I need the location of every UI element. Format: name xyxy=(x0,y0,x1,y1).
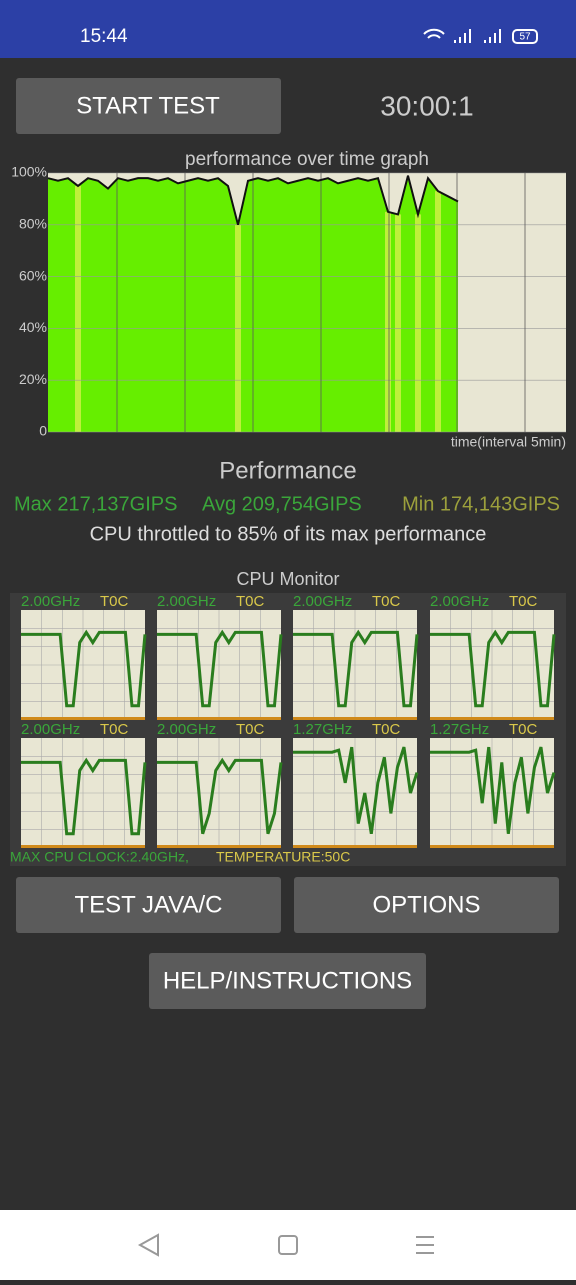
y-tick-label: 0 xyxy=(39,423,47,439)
hot-stripe xyxy=(435,191,441,432)
core-line xyxy=(430,746,556,834)
cpu-monitor-title: CPU Monitor xyxy=(236,569,339,589)
core-line xyxy=(157,629,283,708)
graph-title: performance over time graph xyxy=(185,149,429,170)
core-baseline xyxy=(293,717,417,720)
core-temp: T0C xyxy=(509,593,538,610)
core-baseline xyxy=(157,845,281,848)
timer: 30:00:1 xyxy=(380,90,473,121)
core-freq: 1.27GHz xyxy=(430,721,489,738)
temperature: TEMPERATURE:50C xyxy=(216,849,350,865)
start-test-button[interactable] xyxy=(16,78,281,134)
y-tick-label: 60% xyxy=(19,267,47,283)
core-baseline xyxy=(430,845,554,848)
core-temp: T0C xyxy=(236,721,265,738)
core-freq: 1.27GHz xyxy=(293,721,352,738)
stat-min: Min 174,143GIPS xyxy=(402,493,560,515)
core-temp: T0C xyxy=(100,721,129,738)
y-tick-label: 20% xyxy=(19,371,47,387)
core-line xyxy=(293,629,419,708)
hot-stripe xyxy=(75,185,81,432)
stats-title: Performance xyxy=(219,457,356,484)
hot-stripe xyxy=(395,214,401,432)
core-freq: 2.00GHz xyxy=(157,593,216,610)
throttle-text: CPU throttled to 85% of its max performa… xyxy=(90,523,487,545)
stat-max: Max 217,137GIPS xyxy=(14,493,177,515)
core-freq: 2.00GHz xyxy=(21,593,80,610)
hot-stripe xyxy=(385,211,391,432)
hot-stripe xyxy=(415,214,421,432)
core-baseline xyxy=(157,717,281,720)
y-tick-label: 40% xyxy=(19,319,47,335)
max-clock: MAX CPU CLOCK:2.40GHz, xyxy=(10,849,189,865)
java-button-label: TEST JAVA/C xyxy=(74,891,222,918)
core-baseline xyxy=(293,845,417,848)
performance-line xyxy=(47,175,459,226)
core-line xyxy=(157,757,283,835)
status-time: 15:44 xyxy=(80,26,128,47)
y-tick-label: 80% xyxy=(19,216,47,232)
core-line xyxy=(293,746,419,835)
status-bar xyxy=(0,0,576,58)
java-button[interactable] xyxy=(16,877,281,933)
core-line xyxy=(21,757,147,836)
core-freq: 2.00GHz xyxy=(157,721,216,738)
nav-bar xyxy=(0,1210,576,1280)
core-baseline xyxy=(21,845,145,848)
core-temp: T0C xyxy=(100,593,129,610)
home-button[interactable] xyxy=(278,1235,298,1255)
options-button[interactable] xyxy=(294,877,559,933)
core-line xyxy=(21,629,147,708)
core-temp: T0C xyxy=(236,593,265,610)
core-baseline xyxy=(21,717,145,720)
y-tick-label: 100% xyxy=(11,164,47,180)
status-icons xyxy=(423,28,538,44)
core-freq: 2.00GHz xyxy=(430,593,489,610)
nav-icons xyxy=(137,1233,434,1257)
x-axis-label: time(interval 5min) xyxy=(451,434,566,450)
stat-avg: Avg 209,754GIPS xyxy=(202,493,362,515)
core-line xyxy=(430,629,556,708)
start-test-label: START TEST xyxy=(76,92,220,119)
back-button[interactable] xyxy=(137,1233,159,1257)
core-temp: T0C xyxy=(509,721,538,738)
help-button-label: HELP/INSTRUCTIONS xyxy=(163,967,412,994)
options-button-label: OPTIONS xyxy=(372,891,480,918)
menu-button[interactable] xyxy=(416,1236,434,1254)
help-button[interactable] xyxy=(149,953,426,1009)
core-freq: 2.00GHz xyxy=(293,593,352,610)
battery-level: 57 xyxy=(519,32,531,43)
core-temp: T0C xyxy=(372,721,401,738)
core-freq: 2.00GHz xyxy=(21,721,80,738)
core-temp: T0C xyxy=(372,593,401,610)
core-baseline xyxy=(430,717,554,720)
